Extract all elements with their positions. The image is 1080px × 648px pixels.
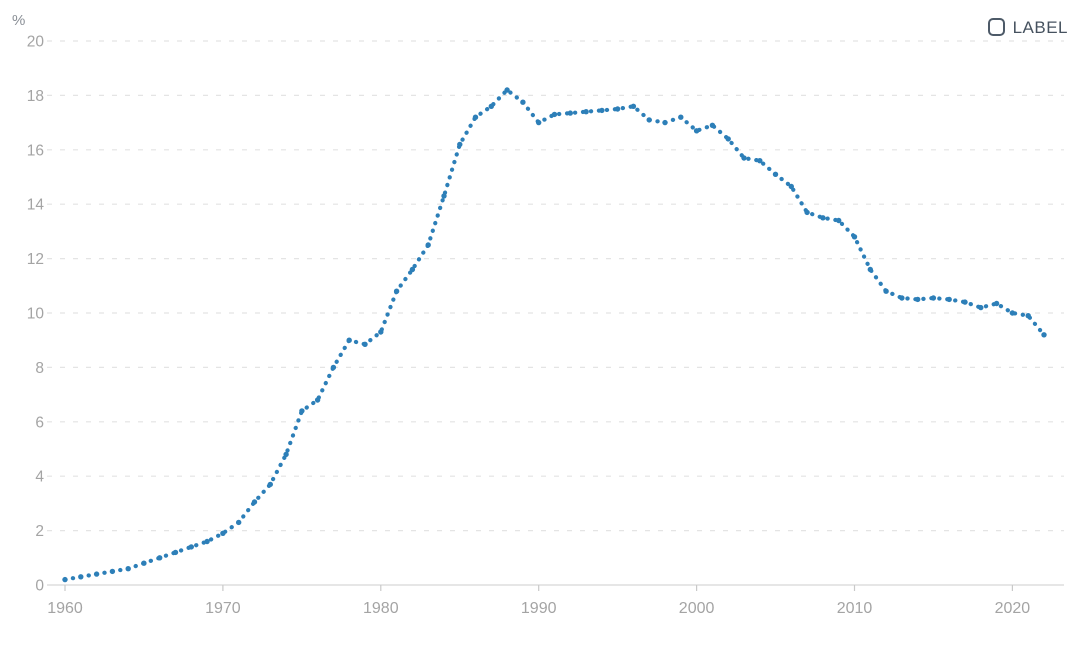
data-point[interactable] — [172, 549, 179, 556]
x-axis-tick-label: 1990 — [521, 600, 557, 617]
data-point[interactable] — [741, 155, 747, 161]
data-point[interactable] — [1009, 310, 1016, 316]
data-point[interactable] — [346, 337, 352, 343]
data-point[interactable] — [109, 568, 116, 575]
x-axis-tick-label: 2000 — [679, 600, 715, 617]
series-line — [62, 87, 1047, 582]
data-point[interactable] — [93, 571, 100, 577]
data-point[interactable] — [393, 288, 400, 294]
data-point[interactable] — [915, 296, 921, 303]
data-point[interactable] — [283, 451, 289, 458]
y-axis-unit-label: % — [12, 12, 25, 29]
data-point[interactable] — [993, 300, 1000, 307]
data-point[interactable] — [520, 99, 526, 105]
data-point[interactable] — [772, 171, 779, 177]
data-point[interactable] — [804, 209, 810, 216]
data-point[interactable] — [883, 288, 889, 294]
data-point[interactable] — [662, 119, 668, 126]
data-point[interactable] — [362, 341, 368, 347]
data-point[interactable] — [267, 481, 273, 488]
data-point[interactable] — [220, 530, 226, 536]
x-axis-tick-label: 1980 — [363, 600, 399, 617]
data-point[interactable] — [899, 295, 905, 301]
data-point[interactable] — [820, 215, 826, 221]
data-point[interactable] — [867, 266, 873, 273]
data-point[interactable] — [157, 555, 163, 561]
x-axis-tick-label: 1960 — [47, 600, 83, 617]
data-point[interactable] — [409, 266, 416, 273]
legend[interactable]: LABEL — [983, 16, 1072, 38]
data-point[interactable] — [378, 329, 384, 335]
data-point[interactable] — [678, 114, 684, 120]
x-axis-tick-label: 2010 — [837, 600, 873, 617]
data-point[interactable] — [299, 408, 305, 414]
data-point[interactable] — [788, 183, 794, 190]
data-point[interactable] — [836, 217, 842, 224]
data-point[interactable] — [583, 109, 589, 115]
data-point[interactable] — [125, 566, 131, 572]
checkbox-icon[interactable] — [987, 18, 1005, 36]
data-point[interactable] — [78, 574, 84, 580]
data-point[interactable] — [457, 141, 463, 148]
y-axis-tick-label: 10 — [27, 306, 45, 323]
data-point[interactable] — [630, 103, 637, 110]
data-point[interactable] — [614, 106, 621, 112]
y-axis-tick-label: 18 — [27, 88, 44, 105]
data-point[interactable] — [709, 122, 716, 128]
data-point[interactable] — [504, 87, 510, 93]
x-axis-tick-label: 1970 — [205, 600, 241, 617]
y-axis-tick-label: 4 — [35, 469, 44, 486]
y-axis-tick-label: 16 — [27, 142, 44, 159]
data-point[interactable] — [757, 158, 763, 164]
data-point[interactable] — [425, 242, 431, 248]
y-axis-tick-label: 12 — [27, 251, 44, 268]
y-axis-tick-label: 14 — [27, 197, 45, 214]
data-point[interactable] — [946, 296, 952, 303]
data-point[interactable] — [330, 364, 337, 371]
x-axis-tick-label: 2020 — [995, 600, 1031, 617]
data-point[interactable] — [978, 304, 984, 311]
y-axis-tick-label: 2 — [35, 523, 44, 540]
data-point[interactable] — [488, 103, 494, 110]
data-point[interactable] — [441, 193, 447, 199]
data-point[interactable] — [567, 110, 573, 116]
legend-label: LABEL — [1012, 17, 1068, 37]
y-axis-tick-label: 6 — [35, 414, 44, 431]
data-point[interactable] — [314, 397, 321, 403]
data-point[interactable] — [204, 538, 210, 545]
data-point[interactable] — [725, 136, 731, 142]
data-point[interactable] — [851, 234, 858, 240]
data-point[interactable] — [930, 295, 937, 301]
data-point[interactable] — [962, 299, 968, 305]
data-point[interactable] — [141, 560, 147, 566]
y-axis-tick-label: 20 — [27, 34, 45, 51]
data-point[interactable] — [693, 128, 700, 134]
data-point[interactable] — [599, 107, 605, 114]
data-point[interactable] — [1025, 313, 1031, 319]
data-point[interactable] — [62, 576, 68, 583]
data-point[interactable] — [1041, 332, 1047, 338]
data-point[interactable] — [536, 119, 542, 126]
data-point[interactable] — [646, 117, 652, 123]
data-point[interactable] — [472, 114, 479, 120]
y-axis-tick-label: 8 — [35, 360, 44, 377]
data-point[interactable] — [551, 111, 558, 118]
data-point[interactable] — [251, 499, 258, 505]
y-axis-tick-label: 0 — [35, 578, 44, 595]
data-point[interactable] — [236, 519, 242, 526]
data-point[interactable] — [188, 544, 194, 550]
